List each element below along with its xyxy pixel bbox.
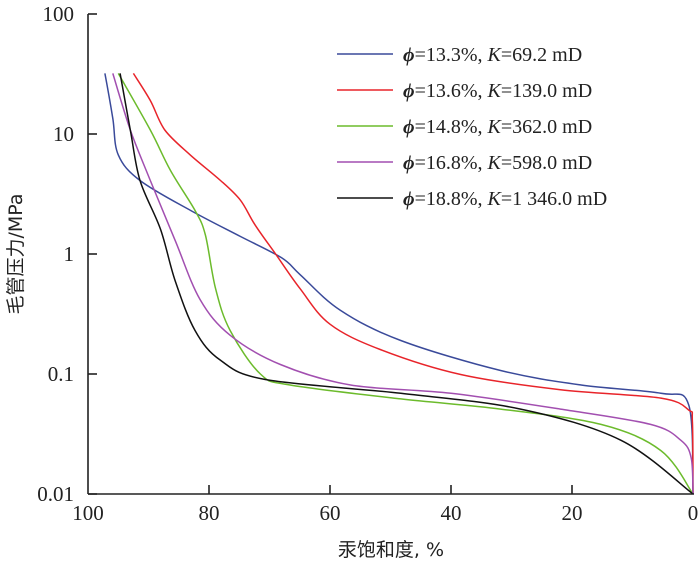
series-line-4 (112, 73, 694, 495)
x-tick-label: 80 (199, 501, 220, 525)
y-axis-title: 毛管压力/MPa (5, 193, 27, 314)
series-line-5 (119, 73, 694, 495)
y-ticks: 100 10 1 0.1 0.01 (37, 2, 97, 506)
y-tick-label: 0.1 (48, 362, 74, 386)
x-tick-label: 0 (688, 501, 699, 525)
series-line-1 (104, 73, 694, 495)
x-tick-label: 20 (562, 501, 583, 525)
series-line-3 (117, 73, 694, 495)
x-tick-label: 60 (320, 501, 341, 525)
y-tick-label: 10 (53, 122, 74, 146)
legend-entry: ϕ=13.6%, K=139.0 mD (403, 80, 592, 102)
series-lines (104, 73, 694, 495)
y-tick-label: 1 (64, 242, 75, 266)
x-tick-label: 100 (72, 501, 104, 525)
legend-entry: ϕ=14.8%, K=362.0 mD (403, 116, 592, 138)
series-line-2 (132, 73, 694, 495)
legend-entry: ϕ=13.3%, K=69.2 mD (403, 44, 582, 66)
axes (87, 14, 694, 495)
x-ticks: 100 80 60 40 20 0 (72, 485, 698, 525)
legend-entry: ϕ=18.8%, K=1 346.0 mD (403, 188, 607, 210)
x-tick-label: 40 (441, 501, 462, 525)
x-axis-title: 汞饱和度, % (338, 539, 444, 561)
y-tick-label: 0.01 (37, 482, 74, 506)
y-tick-label: 100 (43, 2, 75, 26)
legend-entry: ϕ=16.8%, K=598.0 mD (403, 152, 592, 174)
legend: ϕ=13.3%, K=69.2 mD ϕ=13.6%, K=139.0 mD ϕ=1… (337, 44, 607, 210)
